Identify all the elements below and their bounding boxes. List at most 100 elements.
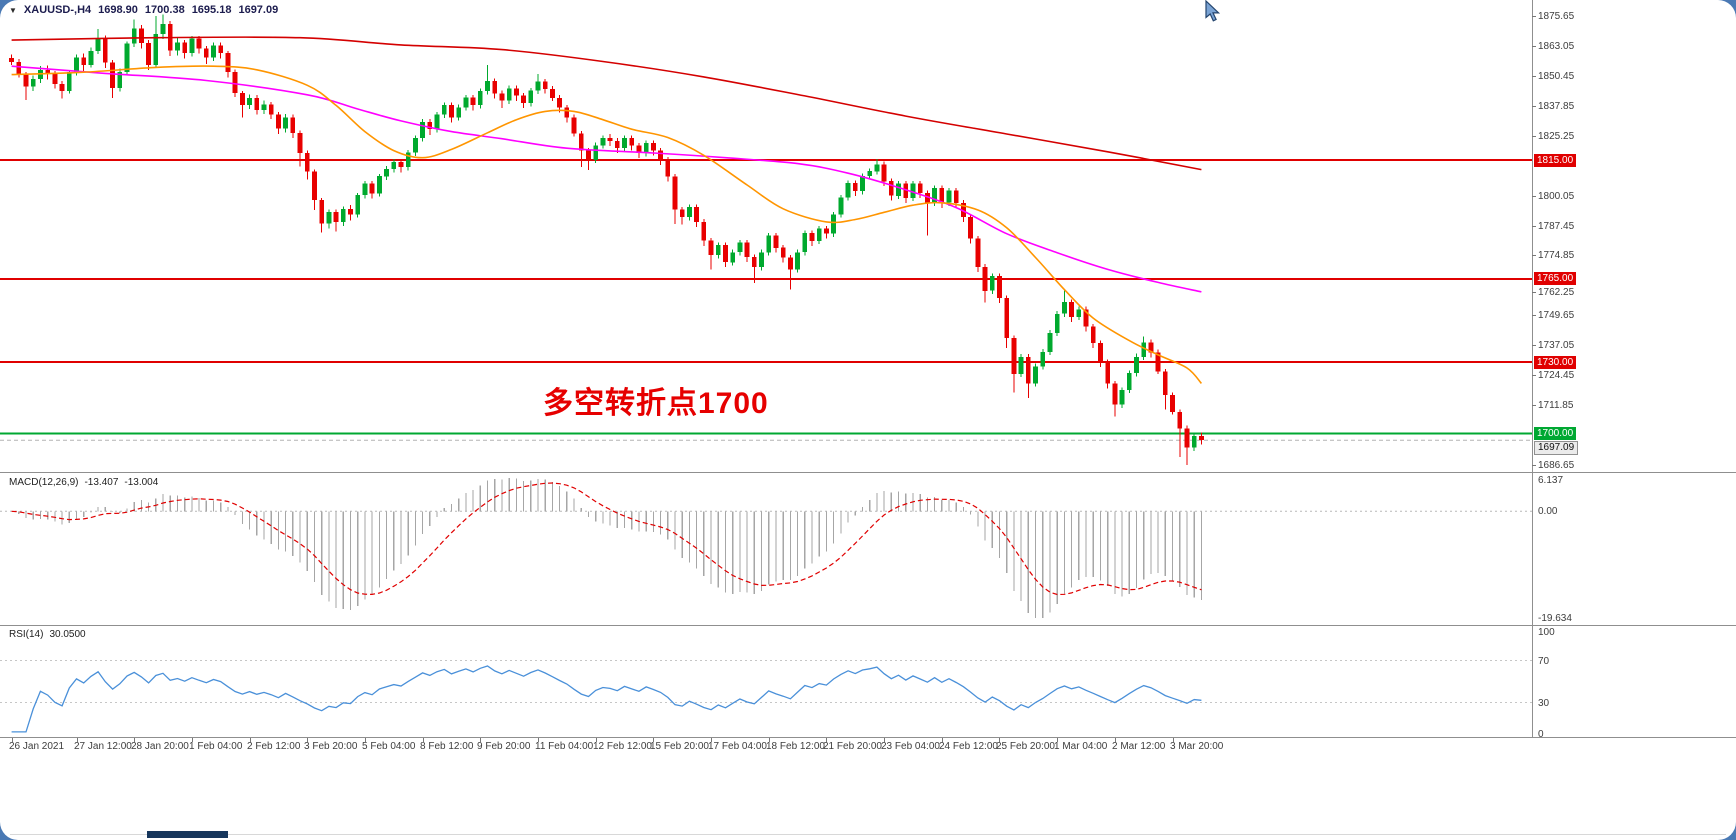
macd-signal-line xyxy=(11,482,1202,596)
macd-main-value: -13.407 xyxy=(84,477,119,488)
price-axis-tick xyxy=(1532,465,1536,466)
macd-title: MACD(12,26,9) xyxy=(9,477,79,488)
time-axis-tick xyxy=(538,738,539,742)
time-axis-label: 12 Feb 12:00 xyxy=(593,741,652,752)
macd-axis-max-label: 6.137 xyxy=(1538,475,1564,486)
panel-separator xyxy=(0,625,1736,626)
price-axis-tick xyxy=(1532,76,1536,77)
price-axis-tick xyxy=(1532,16,1536,17)
time-axis-tick xyxy=(999,738,1000,742)
time-axis-tick xyxy=(711,738,712,742)
time-axis-label: 26 Jan 2021 xyxy=(9,741,65,752)
ma-mid-magenta-line xyxy=(11,65,1202,293)
price-axis-tick xyxy=(1532,345,1536,346)
ohlc-high-value: 1700.38 xyxy=(144,4,185,16)
price-axis-label: 1749.65 xyxy=(1538,310,1575,321)
time-axis-label: 3 Feb 20:00 xyxy=(304,741,358,752)
macd-axis-zero-label: 0.00 xyxy=(1538,506,1558,517)
price-axis-label: 1724.45 xyxy=(1538,370,1575,381)
level-price-label: 1765.00 xyxy=(1534,272,1577,285)
symbol-dropdown-icon: ▼ xyxy=(9,5,17,15)
time-axis-label: 27 Jan 12:00 xyxy=(74,741,132,752)
time-axis-label: 11 Feb 04:00 xyxy=(535,741,594,752)
price-axis-tick xyxy=(1532,255,1536,256)
price-axis-label: 1825.25 xyxy=(1538,131,1575,142)
ohlc-close-value: 1697.09 xyxy=(238,4,279,16)
price-axis-tick xyxy=(1532,136,1536,137)
ohlc-open-value: 1698.90 xyxy=(98,4,138,16)
panel-separator xyxy=(0,472,1736,473)
time-axis-tick xyxy=(423,738,424,742)
time-axis-label: 1 Feb 04:00 xyxy=(189,741,243,752)
time-axis-label: 18 Feb 12:00 xyxy=(766,741,825,752)
price-axis-tick xyxy=(1532,46,1536,47)
time-axis-label: 2 Feb 12:00 xyxy=(247,741,301,752)
chart-canvas[interactable] xyxy=(0,0,1532,756)
time-axis-label: 2 Mar 12:00 xyxy=(1112,741,1166,752)
time-axis-tick xyxy=(826,738,827,742)
time-axis-tick xyxy=(12,738,13,742)
candlestick-series xyxy=(9,14,1204,465)
time-axis-label: 3 Mar 20:00 xyxy=(1170,741,1224,752)
time-axis-label: 25 Feb 20:00 xyxy=(996,741,1055,752)
price-axis-tick xyxy=(1532,315,1536,316)
ma-slow-red-line xyxy=(11,36,1202,171)
scrollbar-thumb[interactable] xyxy=(147,831,228,838)
chart-title-bar: ▼ XAUUSD-,H4 1698.90 1700.38 1695.18 169… xyxy=(9,4,278,16)
panel-separator xyxy=(0,737,1736,738)
time-axis-label: 1 Mar 04:00 xyxy=(1054,741,1108,752)
price-axis-tick xyxy=(1532,196,1536,197)
price-axis-label: 1787.45 xyxy=(1538,221,1575,232)
annotation-text: 多空转折点1700 xyxy=(543,387,769,420)
rsi-axis-label: 100 xyxy=(1538,627,1555,638)
time-axis-label: 15 Feb 20:00 xyxy=(650,741,709,752)
level-price-label: 1815.00 xyxy=(1534,154,1577,167)
price-axis-label: 1762.25 xyxy=(1538,287,1575,298)
time-axis-tick xyxy=(365,738,366,742)
price-axis-label: 1774.85 xyxy=(1538,250,1575,261)
time-axis-tick xyxy=(653,738,654,742)
time-axis-label: 17 Feb 04:00 xyxy=(708,741,767,752)
macd-histogram xyxy=(18,478,1203,618)
macd-signal-value: -13.004 xyxy=(124,477,159,488)
price-axis-label: 1737.05 xyxy=(1538,340,1575,351)
price-axis-tick xyxy=(1532,292,1536,293)
time-axis-tick xyxy=(1173,738,1174,742)
price-axis-tick xyxy=(1532,375,1536,376)
symbol-timeframe-label: XAUUSD-,H4 xyxy=(23,4,92,16)
time-axis-tick xyxy=(1115,738,1116,742)
mouse-cursor-icon xyxy=(1205,0,1221,22)
price-axis-label: 1875.65 xyxy=(1538,11,1575,22)
rsi-axis-label: 0 xyxy=(1538,729,1544,740)
time-axis-tick xyxy=(134,738,135,742)
time-axis-tick xyxy=(769,738,770,742)
time-axis-tick xyxy=(307,738,308,742)
time-axis-tick xyxy=(480,738,481,742)
price-axis-tick xyxy=(1532,106,1536,107)
level-price-label: 1730.00 xyxy=(1534,356,1577,369)
time-axis-tick xyxy=(942,738,943,742)
ohlc-low-value: 1695.18 xyxy=(191,4,232,16)
time-axis-tick xyxy=(192,738,193,742)
price-axis-label: 1686.65 xyxy=(1538,460,1575,471)
price-axis-label: 1837.85 xyxy=(1538,101,1575,112)
rsi-axis-label: 70 xyxy=(1538,656,1550,667)
time-axis-label: 24 Feb 12:00 xyxy=(939,741,998,752)
level-price-label: 1700.00 xyxy=(1534,427,1577,440)
rsi-line xyxy=(11,665,1202,733)
rsi-indicator-label: RSI(14) 30.0500 xyxy=(9,629,86,640)
time-axis-label: 21 Feb 20:00 xyxy=(823,741,882,752)
price-axis-label: 1800.05 xyxy=(1538,191,1575,202)
macd-indicator-label: MACD(12,26,9) -13.407 -13.004 xyxy=(9,477,158,488)
rsi-value: 30.0500 xyxy=(49,629,86,640)
price-axis-label: 1711.85 xyxy=(1538,400,1574,411)
time-axis-label: 9 Feb 20:00 xyxy=(477,741,531,752)
scrollbar-track[interactable] xyxy=(10,834,1726,835)
price-axis-label: 1850.45 xyxy=(1538,71,1575,82)
price-axis-tick xyxy=(1532,405,1536,406)
current-price-label: 1697.09 xyxy=(1534,441,1579,455)
macd-axis-min-label: -19.634 xyxy=(1538,613,1572,624)
time-axis-label: 5 Feb 04:00 xyxy=(362,741,416,752)
time-axis-tick xyxy=(1057,738,1058,742)
